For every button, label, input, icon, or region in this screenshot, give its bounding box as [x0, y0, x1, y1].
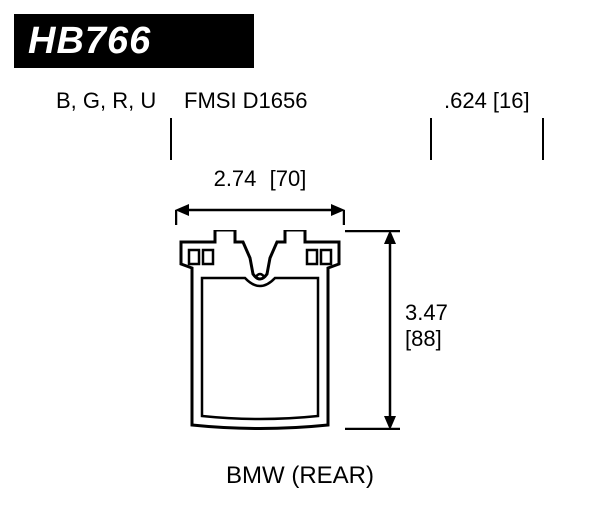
part-number: HB766 — [28, 20, 151, 63]
title-bar: HB766 — [14, 14, 254, 68]
compounds-label: B, G, R, U — [56, 88, 156, 114]
brake-pad-drawing — [175, 230, 345, 430]
diagram-area: 2.74 [70] 3.47 [88] — [0, 170, 600, 470]
fmsi-label: FMSI D1656 — [184, 88, 308, 114]
height-in-label: 3.47 — [405, 300, 465, 326]
thickness-label: .624 [16] — [444, 88, 530, 114]
width-dimension-arrow — [175, 195, 345, 225]
spec-row: B, G, R, U FMSI D1656 .624 [16] — [0, 88, 600, 148]
caption: BMW (REAR) — [0, 462, 600, 490]
spec-divider-3 — [542, 118, 544, 160]
spec-divider-2 — [430, 118, 432, 160]
height-mm-label: [88] — [405, 326, 465, 352]
spec-divider-1 — [170, 118, 172, 160]
width-mm-label: [70] — [258, 166, 318, 192]
